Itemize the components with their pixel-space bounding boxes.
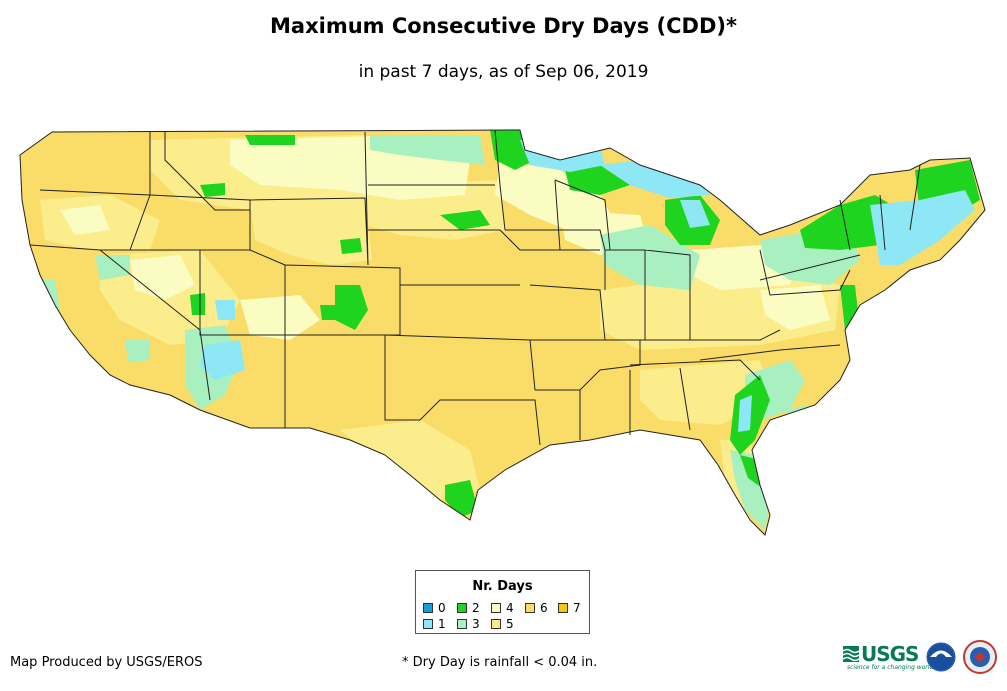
legend-swatch-5 bbox=[491, 619, 501, 629]
dry-day-footnote: * Dry Day is rainfall < 0.04 in. bbox=[402, 655, 598, 670]
legend-title: Nr. Days bbox=[472, 579, 533, 594]
usgs-wave-icon bbox=[843, 646, 859, 662]
legend-item-4: 4 bbox=[491, 601, 514, 615]
legend-label-5: 5 bbox=[506, 617, 514, 631]
legend-item-5: 5 bbox=[491, 617, 514, 631]
legend-item-1: 1 bbox=[423, 617, 446, 631]
legend-label-4: 4 bbox=[506, 601, 514, 615]
legend-item-6: 6 bbox=[525, 601, 548, 615]
legend-label-2: 2 bbox=[472, 601, 480, 615]
usgs-tagline: science for a changing world bbox=[847, 664, 934, 671]
legend-item-3: 3 bbox=[457, 617, 480, 631]
legend-item-2: 2 bbox=[457, 601, 480, 615]
nws-logo-icon bbox=[963, 640, 997, 674]
legend-swatch-2 bbox=[457, 603, 467, 613]
map-title: Maximum Consecutive Dry Days (CDD)* bbox=[270, 14, 737, 38]
usgs-logo: USGS science for a changing world bbox=[843, 642, 933, 672]
legend-label-6: 6 bbox=[540, 601, 548, 615]
legend-item-7: 7 bbox=[558, 601, 581, 615]
map-credit: Map Produced by USGS/EROS bbox=[10, 655, 203, 670]
map-legend: Nr. Days 0 1 2 3 4 5 6 7 bbox=[415, 570, 590, 634]
usgs-wordmark: USGS bbox=[861, 642, 919, 666]
legend-swatch-3 bbox=[457, 619, 467, 629]
legend-swatch-4 bbox=[491, 603, 501, 613]
legend-swatch-1 bbox=[423, 619, 433, 629]
legend-label-0: 0 bbox=[438, 601, 446, 615]
legend-item-0: 0 bbox=[423, 601, 446, 615]
legend-label-1: 1 bbox=[438, 617, 446, 631]
legend-swatch-0 bbox=[423, 603, 433, 613]
us-dry-days-map bbox=[19, 129, 986, 536]
legend-swatch-6 bbox=[525, 603, 535, 613]
noaa-logo-icon bbox=[926, 642, 956, 672]
legend-swatch-7 bbox=[558, 603, 568, 613]
legend-label-3: 3 bbox=[472, 617, 480, 631]
legend-label-7: 7 bbox=[573, 601, 581, 615]
map-subtitle: in past 7 days, as of Sep 06, 2019 bbox=[358, 62, 649, 82]
